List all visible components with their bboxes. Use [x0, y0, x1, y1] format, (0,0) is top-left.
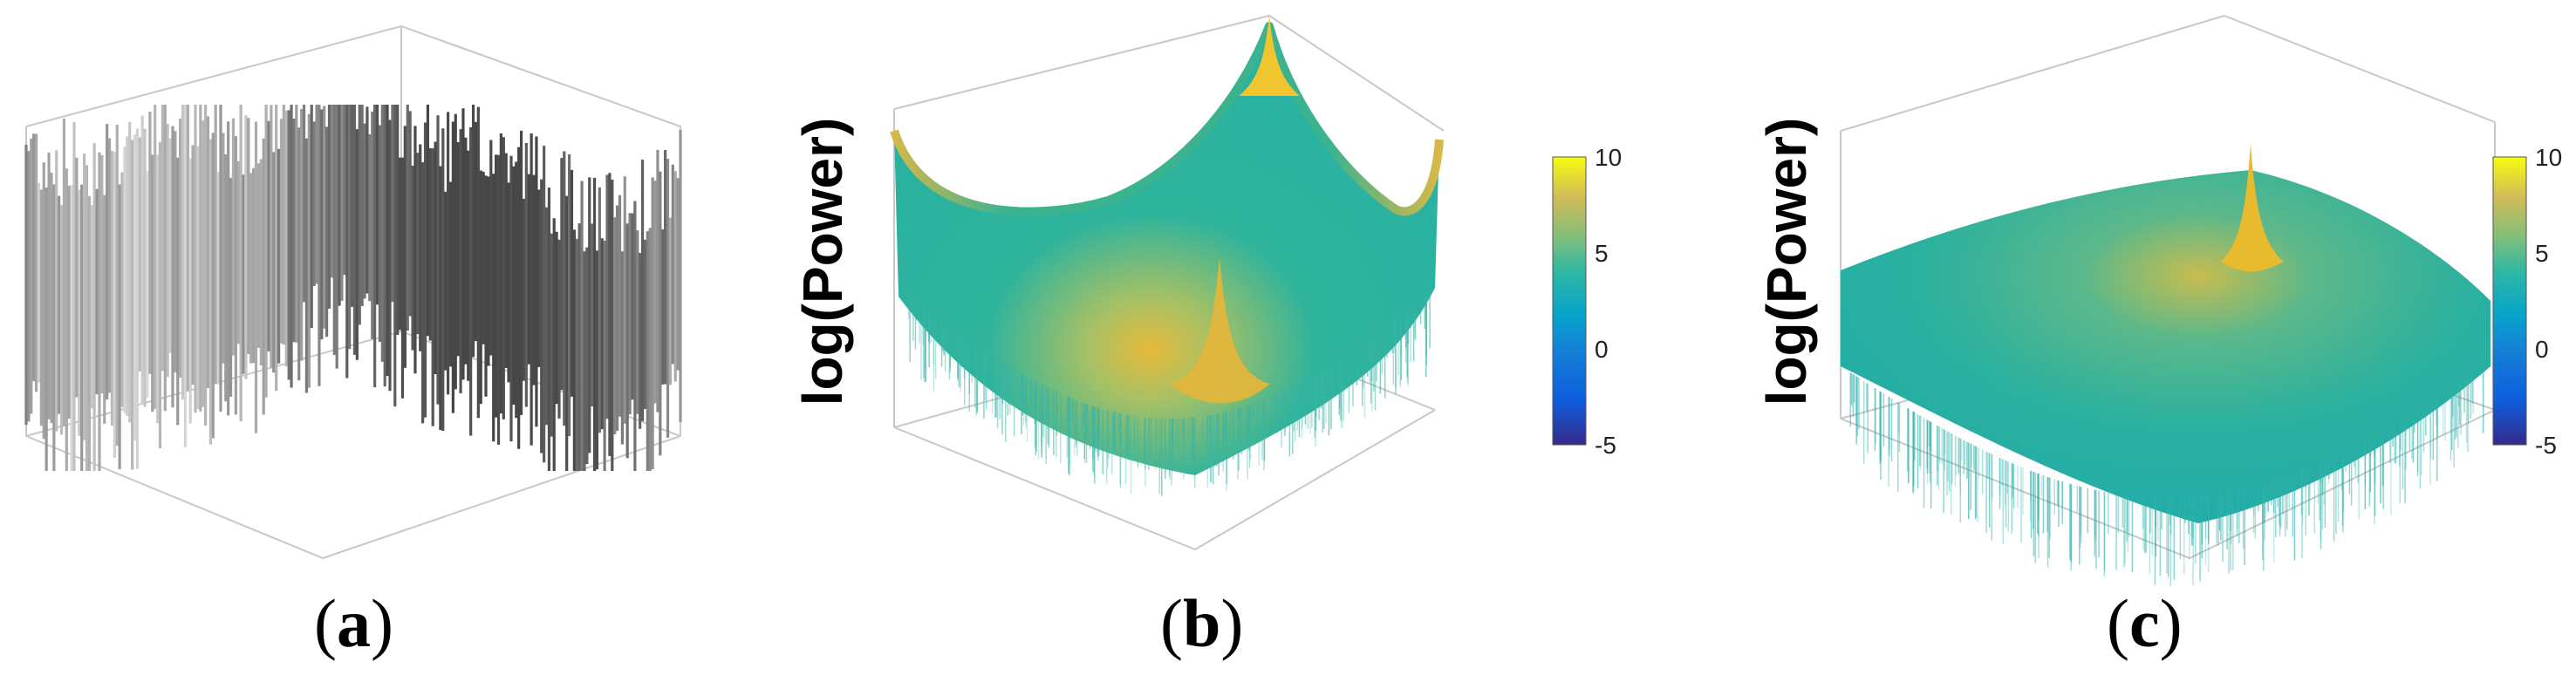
cbar-tick: -5: [1595, 432, 1616, 459]
colorbar-c: 10 5 0 -5: [2492, 144, 2562, 459]
power-surface-b: [894, 26, 1439, 475]
panel-b: log(Power) 10 5 0 -5: [785, 0, 1657, 576]
surface-noise-b: [907, 295, 1431, 496]
cbar-tick: 10: [2535, 144, 2562, 171]
caption-a: (a): [314, 584, 393, 663]
surface-noise-c: [1849, 368, 2484, 587]
cbar-tick: 5: [1595, 240, 1609, 267]
cbar-tick: 0: [1595, 336, 1609, 363]
surface-plot-a: [24, 24, 682, 560]
colorbar-b: 10 5 0 -5: [1552, 144, 1622, 459]
panel-c: log(Power) 10 5 0 -5: [1710, 0, 2573, 587]
corner-spike-b: [1239, 16, 1300, 96]
caption-paren: (: [314, 585, 337, 661]
caption-c: (c): [2107, 584, 2183, 663]
center-spike-b: [1169, 257, 1270, 404]
zlabel-b: log(Power): [791, 118, 854, 406]
caption-paren: ): [1220, 585, 1244, 661]
surface-plot-b: log(Power) 10 5 0 -5: [791, 14, 1622, 551]
center-spike-c: [2220, 144, 2284, 272]
caption-letter: c: [2128, 585, 2160, 661]
panel-a: [0, 0, 698, 576]
caption-paren: ): [2159, 585, 2183, 661]
zlabel-c: log(Power): [1755, 118, 1818, 406]
colorbar-ticks-b: 10 5 0 -5: [1595, 144, 1622, 459]
cbar-tick: 10: [1595, 144, 1622, 171]
caption-letter: b: [1182, 585, 1221, 661]
caption-paren: (: [2107, 585, 2129, 661]
caption-b: (b): [1160, 584, 1243, 663]
surface-plot-c: log(Power) 10 5 0 -5: [1755, 14, 2562, 587]
cbar-tick: -5: [2535, 432, 2557, 459]
caption-letter: a: [336, 585, 371, 661]
cbar-tick: 5: [2535, 240, 2549, 267]
colorbar-ticks-c: 10 5 0 -5: [2535, 144, 2562, 459]
caption-paren: ): [370, 585, 393, 661]
cbar-tick: 0: [2535, 336, 2549, 363]
terrain-surface-a: [24, 105, 682, 471]
surface-rim-b: [890, 22, 1444, 216]
power-surface-c: [1841, 170, 2491, 523]
caption-paren: (: [1160, 585, 1183, 661]
